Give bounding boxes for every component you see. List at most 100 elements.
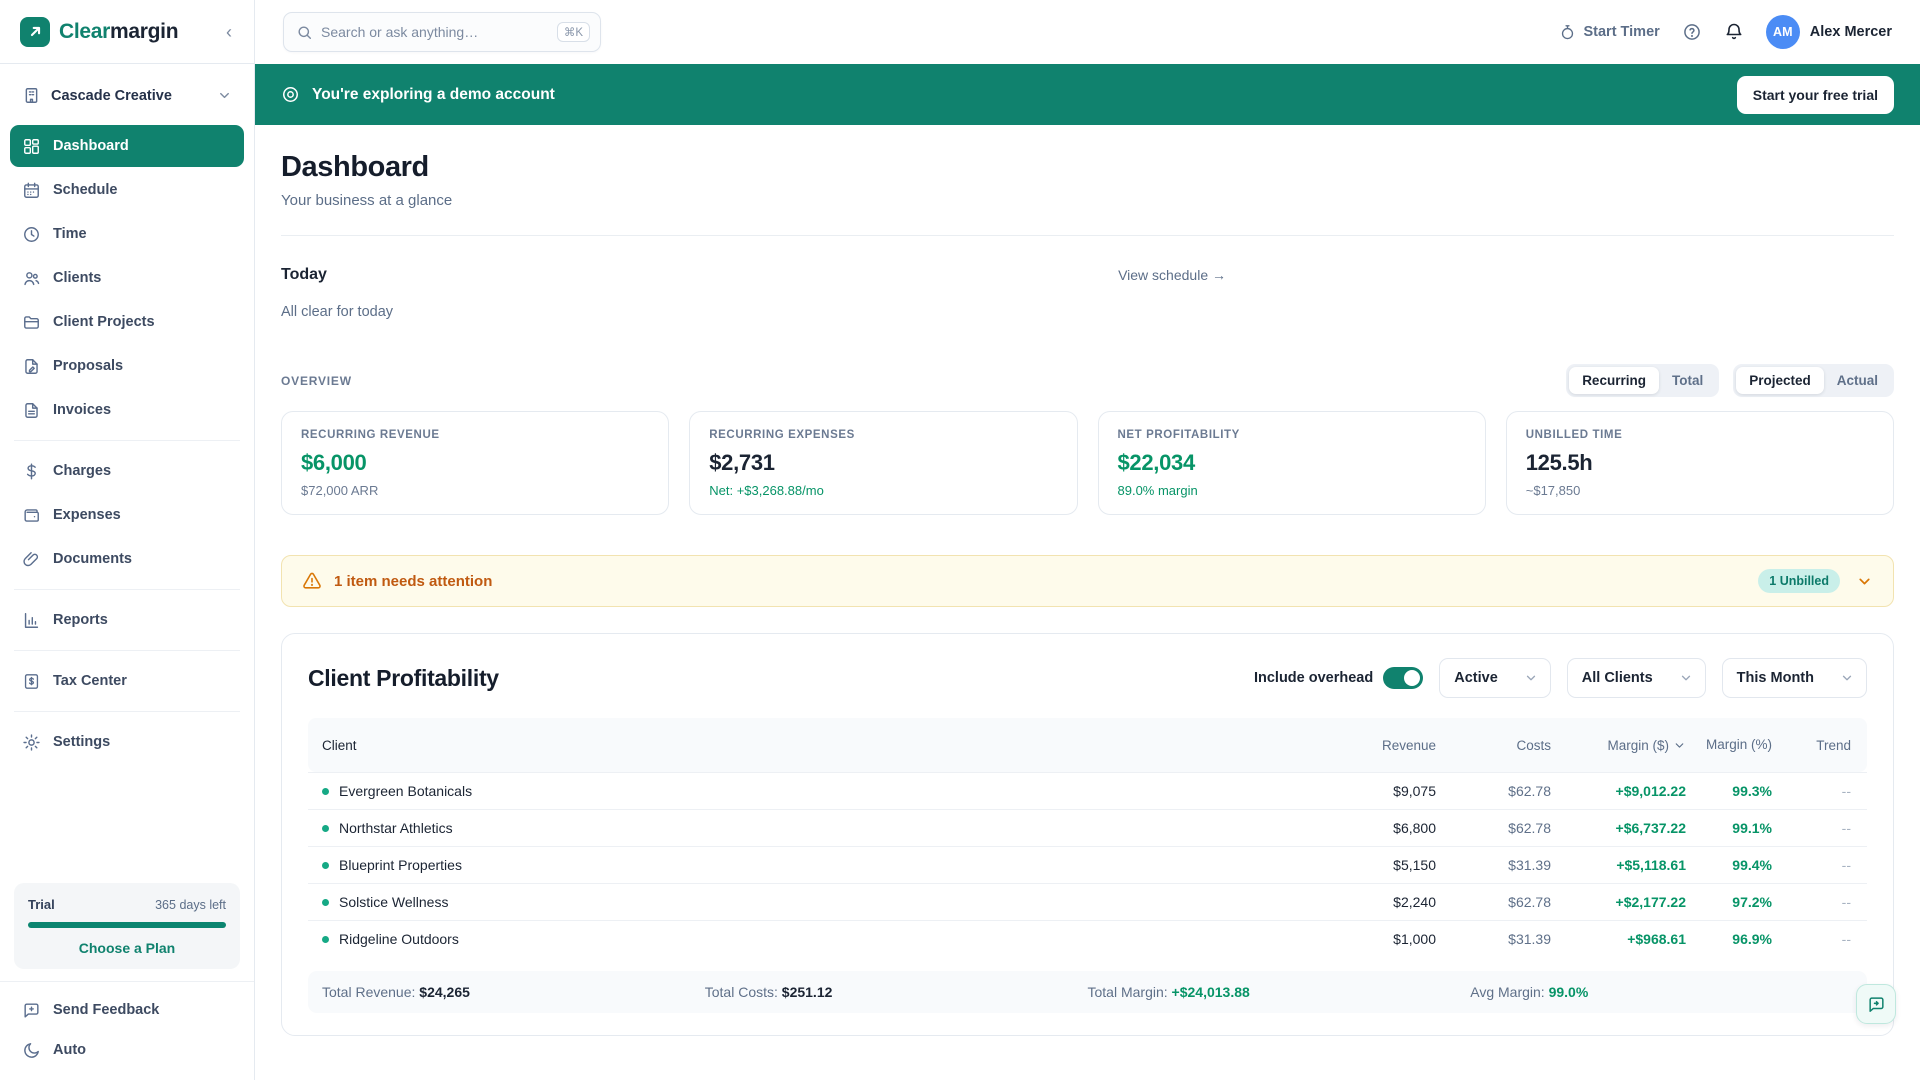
- file-pen-icon: [22, 357, 41, 376]
- app-logo[interactable]: Clearmargin: [20, 16, 222, 47]
- table-row[interactable]: Northstar Athletics $6,800 $62.78 +$6,73…: [308, 809, 1867, 846]
- client-filter-dropdown[interactable]: All Clients: [1566, 658, 1706, 698]
- sidebar-bottom: Trial 365 days left Choose a Plan Send F…: [0, 883, 254, 1080]
- sidebar-collapse-icon[interactable]: ‹: [226, 21, 232, 42]
- period-filter-dropdown[interactable]: This Month: [1721, 658, 1867, 698]
- divider: [14, 589, 240, 590]
- overview-card: NET PROFITABILITY $22,034 89.0% margin: [1097, 411, 1486, 515]
- warning-triangle-icon: [302, 571, 322, 591]
- sidebar-footer-item[interactable]: Send Feedback: [14, 990, 240, 1030]
- status-filter-dropdown[interactable]: Active: [1439, 658, 1551, 698]
- avg-margin: Avg Margin: 99.0%: [1470, 984, 1589, 1000]
- toggle-option-total[interactable]: Total: [1671, 373, 1704, 388]
- attention-banner[interactable]: 1 item needs attention 1 Unbilled: [281, 555, 1894, 607]
- global-search[interactable]: ⌘K: [283, 12, 601, 52]
- column-revenue: Revenue: [1381, 737, 1436, 753]
- start-free-trial-button[interactable]: Start your free trial: [1736, 75, 1894, 114]
- folder-icon: [22, 313, 41, 332]
- notifications-bell-icon[interactable]: [1724, 22, 1744, 42]
- cell-costs: $31.39: [1508, 931, 1551, 947]
- toggle-option-projected[interactable]: Projected: [1736, 367, 1824, 394]
- gear-icon: [22, 733, 41, 752]
- logo-text: Clearmargin: [59, 19, 179, 43]
- users-icon: [22, 269, 41, 288]
- cell-margin-pct: 99.3%: [1732, 783, 1772, 799]
- column-margin-sort[interactable]: Margin ($): [1551, 738, 1686, 753]
- sidebar-item-tax-center[interactable]: Tax Center: [10, 660, 244, 702]
- sidebar-item-clients[interactable]: Clients: [10, 257, 244, 299]
- column-costs: Costs: [1516, 737, 1551, 753]
- client-name: Ridgeline Outdoors: [339, 931, 459, 947]
- cell-margin: +$968.61: [1627, 931, 1686, 947]
- table-row[interactable]: Solstice Wellness $2,240 $62.78 +$2,177.…: [308, 883, 1867, 920]
- card-value: $2,731: [709, 450, 775, 475]
- card-subtext: ~$17,850: [1525, 483, 1581, 498]
- table-row[interactable]: Ridgeline Outdoors $1,000 $31.39 +$968.6…: [308, 920, 1867, 957]
- help-icon[interactable]: [1682, 22, 1702, 42]
- sidebar-header: Clearmargin ‹: [0, 0, 254, 64]
- sidebar-item-reports[interactable]: Reports: [10, 599, 244, 641]
- client-name: Solstice Wellness: [339, 894, 449, 910]
- cell-margin-pct: 97.2%: [1732, 894, 1772, 910]
- cell-revenue: $5,150: [1393, 857, 1436, 873]
- toggle-option-recurring[interactable]: Recurring: [1569, 367, 1659, 394]
- trial-progress-bar: [28, 922, 226, 928]
- sidebar-item-dashboard[interactable]: Dashboard: [10, 125, 244, 167]
- feedback-chat-button[interactable]: [1856, 984, 1896, 1024]
- chevron-down-icon[interactable]: [1856, 573, 1873, 590]
- user-menu[interactable]: AM Alex Mercer: [1765, 15, 1892, 49]
- cell-revenue: $6,800: [1393, 820, 1436, 836]
- wallet-icon: [22, 506, 41, 525]
- chevron-down-icon: [1524, 671, 1538, 685]
- card-value: $6,000: [301, 450, 367, 475]
- sidebar-item-settings[interactable]: Settings: [10, 721, 244, 763]
- workspace-selector[interactable]: Cascade Creative: [10, 76, 244, 115]
- workspace-name: Cascade Creative: [51, 87, 172, 104]
- cell-margin: +$6,737.22: [1615, 820, 1686, 836]
- client-status-dot: [322, 935, 329, 943]
- start-timer-button[interactable]: Start Timer: [1559, 24, 1660, 41]
- user-name: Alex Mercer: [1809, 24, 1892, 40]
- recurring-total-toggle: Recurring Total: [1566, 364, 1720, 397]
- table-row[interactable]: Blueprint Properties $5,150 $31.39 +$5,1…: [308, 846, 1867, 883]
- section-title: Client Profitability: [308, 664, 499, 691]
- search-input[interactable]: [321, 24, 549, 40]
- cell-trend: --: [1841, 894, 1851, 910]
- sidebar-item-time[interactable]: Time: [10, 213, 244, 255]
- cell-margin-pct: 96.9%: [1732, 931, 1772, 947]
- demo-banner: You're exploring a demo account Start yo…: [255, 64, 1920, 125]
- page-title: Dashboard: [281, 151, 429, 183]
- sidebar-item-schedule[interactable]: Schedule: [10, 169, 244, 211]
- divider: [0, 981, 254, 982]
- trial-card: Trial 365 days left Choose a Plan: [14, 883, 240, 969]
- dollar-icon: [22, 462, 41, 481]
- overview-toggles: Recurring Total Projected Actual: [1566, 364, 1894, 397]
- cell-margin-pct: 99.4%: [1732, 857, 1772, 873]
- clock-icon: [22, 225, 41, 244]
- total-costs: Total Costs: $251.12: [704, 984, 833, 1000]
- table-row[interactable]: Evergreen Botanicals $9,075 $62.78 +$9,0…: [308, 772, 1867, 809]
- cell-revenue: $9,075: [1393, 783, 1436, 799]
- search-shortcut-badge: ⌘K: [556, 22, 590, 42]
- search-icon: [296, 24, 313, 41]
- sidebar-item-proposals[interactable]: Proposals: [10, 345, 244, 387]
- toggle-option-actual[interactable]: Actual: [1836, 373, 1878, 388]
- sidebar-item-client-projects[interactable]: Client Projects: [10, 301, 244, 343]
- card-value: 125.5h: [1525, 450, 1593, 475]
- moon-icon: [22, 1041, 41, 1060]
- cell-margin-pct: 99.1%: [1732, 820, 1772, 836]
- sidebar-item-expenses[interactable]: Expenses: [10, 494, 244, 536]
- sidebar-item-charges[interactable]: Charges: [10, 450, 244, 492]
- building-icon: [22, 86, 41, 105]
- sidebar-item-invoices[interactable]: Invoices: [10, 389, 244, 431]
- overview-cards: RECURRING REVENUE $6,000 $72,000 ARR REC…: [281, 411, 1894, 515]
- feedback-icon: [22, 1001, 41, 1020]
- cell-revenue: $1,000: [1393, 931, 1436, 947]
- include-overhead-toggle[interactable]: [1383, 667, 1424, 689]
- client-status-dot: [322, 787, 329, 795]
- sidebar-item-documents[interactable]: Documents: [10, 538, 244, 580]
- choose-plan-link[interactable]: Choose a Plan: [78, 940, 176, 956]
- view-schedule-link[interactable]: View schedule →: [1118, 267, 1226, 283]
- overview-label: OVERVIEW: [281, 373, 352, 388]
- sidebar-footer-item[interactable]: Auto: [14, 1030, 240, 1070]
